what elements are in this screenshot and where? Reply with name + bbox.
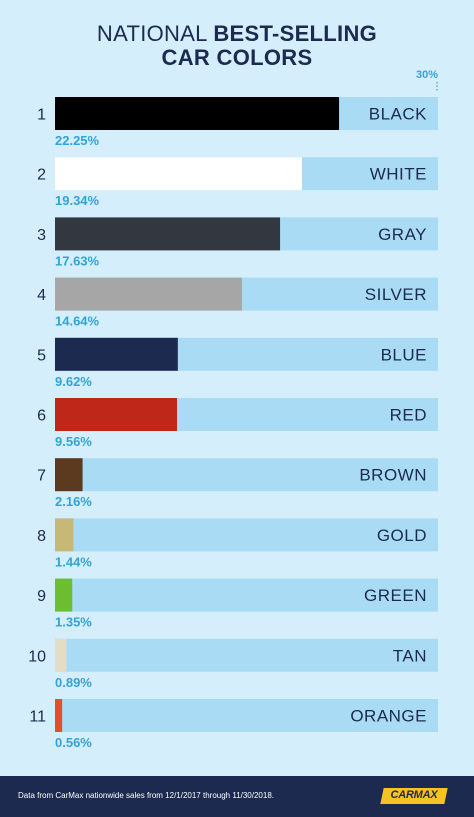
category-label-green: GREEN (364, 586, 427, 605)
value-label-brown: 2.16% (55, 494, 92, 509)
title-light: NATIONAL (96, 21, 207, 46)
bar-white (55, 157, 302, 191)
rank-label: 11 (29, 709, 46, 726)
value-label-black: 22.25% (55, 133, 100, 148)
category-label-black: BLACK (369, 105, 427, 124)
value-label-gold: 1.44% (55, 554, 92, 569)
rank-label: 9 (37, 588, 46, 605)
rank-label: 7 (37, 468, 46, 485)
rank-label: 3 (37, 227, 46, 244)
bar-silver (55, 277, 242, 311)
category-label-tan: TAN (393, 646, 427, 665)
category-label-gold: GOLD (377, 526, 427, 545)
value-label-gray: 17.63% (55, 253, 100, 268)
rank-label: 5 (37, 347, 46, 364)
category-label-orange: ORANGE (350, 707, 427, 726)
category-label-silver: SILVER (365, 285, 427, 304)
carmax-logo: CARMAX (380, 786, 448, 806)
value-label-red: 9.56% (55, 434, 92, 449)
title-bold-line2: CAR COLORS (161, 45, 313, 70)
category-label-white: WHITE (370, 165, 427, 184)
category-label-brown: BROWN (359, 466, 427, 485)
bar-gray (55, 217, 281, 251)
bar-gold (55, 518, 74, 552)
bar-track-gold (55, 518, 438, 552)
rank-label: 1 (37, 107, 46, 124)
rank-label: 6 (37, 408, 46, 425)
chart-title: NATIONAL BEST-SELLING CAR COLORS (0, 22, 474, 70)
bar-chart: 30% 1 BLACK 22.25% 2 WHITE 19.34% 3 GRAY 17.63% 4 S… (28, 69, 438, 750)
bar-track-tan (55, 638, 438, 672)
value-label-white: 19.34% (55, 193, 100, 208)
footer-source-text: Data from CarMax nationwide sales from 1… (18, 791, 274, 800)
category-label-blue: BLUE (381, 345, 427, 364)
axis-max-label: 30% (416, 69, 438, 81)
title-bold-line1: BEST-SELLING (213, 21, 378, 46)
bar-red (55, 398, 178, 431)
value-label-silver: 14.64% (55, 314, 100, 329)
bar-black (55, 97, 340, 130)
bar-tan (55, 638, 67, 672)
rank-label: 10 (28, 648, 46, 665)
rank-label: 4 (37, 287, 46, 304)
bar-green (55, 578, 73, 612)
rank-label: 2 (37, 167, 46, 184)
category-label-red: RED (390, 406, 427, 425)
value-label-orange: 0.56% (55, 735, 92, 750)
bar-blue (55, 337, 178, 371)
value-label-tan: 0.89% (55, 675, 92, 690)
bar-orange (55, 699, 63, 732)
rank-label: 8 (37, 528, 46, 545)
category-label-gray: GRAY (378, 225, 427, 244)
logo-text: CARMAX (390, 789, 438, 801)
bar-track-brown (55, 458, 438, 492)
value-label-blue: 9.62% (55, 374, 92, 389)
footer: Data from CarMax nationwide sales from 1… (0, 776, 474, 817)
bar-brown (55, 458, 83, 492)
bar-track-green (55, 578, 438, 612)
bar-track-orange (55, 699, 438, 732)
value-label-green: 1.35% (55, 615, 92, 630)
